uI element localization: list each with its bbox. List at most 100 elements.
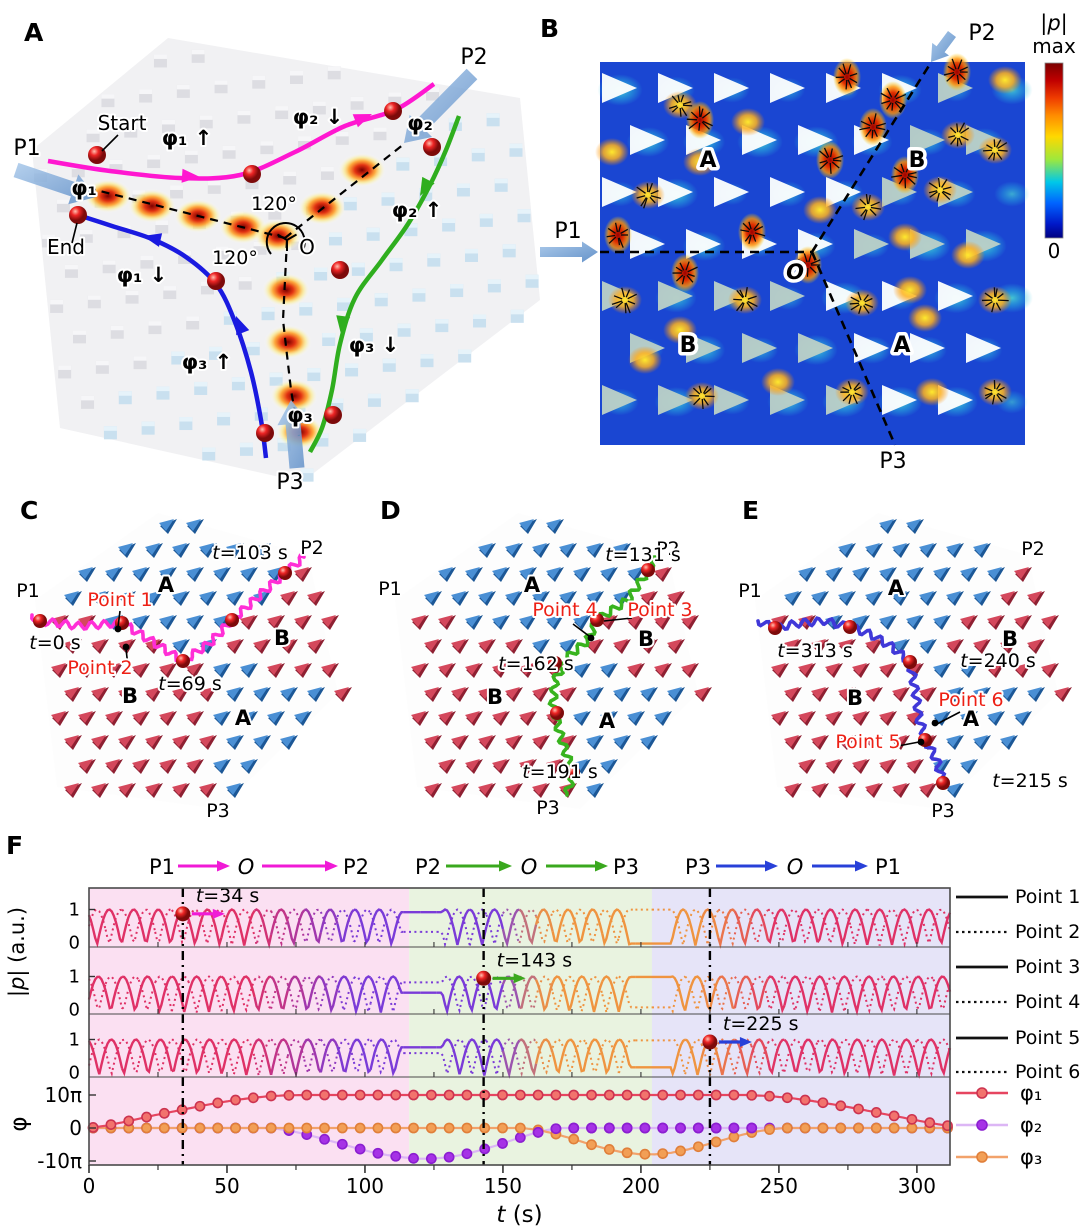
wave-solid — [668, 908, 686, 945]
lattice-triangle-icon — [519, 615, 534, 627]
lattice-triangle-icon — [478, 735, 493, 747]
wave-solid — [932, 912, 952, 946]
lattice-triangle-icon — [465, 567, 480, 579]
header-route-from: P3 — [685, 855, 711, 879]
pillar-top — [412, 288, 426, 294]
lattice-triangle-icon — [172, 783, 187, 795]
wave-solid — [369, 1038, 389, 1071]
lattice-triangle-icon — [1000, 639, 1015, 651]
lattice-triangle-icon — [640, 687, 655, 699]
phi-marker-3 — [461, 1122, 473, 1134]
pillar-top — [125, 290, 139, 296]
pillar-top — [328, 232, 342, 237]
tspan: B — [274, 626, 290, 650]
panel-letter-e: E — [742, 496, 760, 525]
quiver — [992, 152, 996, 161]
lattice-triangle-icon — [186, 663, 201, 675]
lattice-triangle-icon — [654, 711, 669, 723]
phi-marker-1 — [390, 1089, 402, 1101]
quiver — [850, 296, 860, 303]
quiver — [640, 197, 647, 207]
tspan: P2 — [656, 538, 680, 560]
tspan: φ₃ — [1020, 1145, 1042, 1169]
pillar-top — [87, 295, 101, 300]
lattice-triangle-icon — [892, 735, 907, 747]
pillar-top — [517, 209, 531, 214]
phi-marker-1 — [621, 1089, 633, 1101]
wave-solid — [436, 1038, 455, 1050]
wave-dotted — [833, 977, 852, 1013]
lattice-triangle-icon — [1014, 615, 1029, 627]
quiver — [740, 229, 750, 233]
tspan: | — [5, 990, 30, 997]
wave-dotted — [187, 908, 206, 935]
pillar-top — [239, 442, 253, 448]
wave-solid — [882, 975, 902, 1001]
panel-label: A — [599, 709, 616, 733]
quiver — [937, 177, 941, 188]
quiver — [748, 221, 752, 230]
tspan: 0 — [1048, 239, 1061, 263]
lattice-triangle-icon — [532, 735, 547, 747]
tspan: =240 s — [968, 650, 1036, 672]
quiver — [679, 107, 682, 117]
pillar-top — [141, 421, 155, 427]
ytick-label: 1 — [69, 900, 80, 921]
xtick-label: 0 — [83, 1174, 96, 1198]
lattice-triangle-icon — [865, 735, 880, 747]
quiver — [997, 386, 1005, 392]
xtick-label: 300 — [898, 1174, 936, 1198]
lattice-triangle-icon — [478, 687, 493, 699]
lattice-triangle-icon — [294, 711, 309, 723]
pillar-top — [252, 75, 266, 81]
phi-marker-3 — [710, 1136, 722, 1148]
quiver — [997, 149, 1008, 152]
pillar-top — [450, 284, 464, 289]
pillar-top — [269, 372, 283, 378]
lattice-triangle-icon — [118, 543, 133, 555]
tspan: B — [847, 686, 863, 710]
phi-marker-3 — [443, 1122, 455, 1134]
event-label: t=225 s — [723, 1013, 799, 1035]
phi-marker-2 — [425, 1153, 437, 1165]
lattice-triangle-icon — [213, 711, 228, 723]
pillar-top — [163, 286, 177, 291]
lattice-triangle-icon — [226, 687, 241, 699]
wave-dotted — [170, 975, 190, 1012]
phi-marker-1 — [781, 1092, 793, 1104]
quiver — [700, 108, 704, 118]
quiver — [702, 385, 709, 394]
max-field-spot — [879, 81, 907, 119]
phi-marker-1 — [301, 1089, 313, 1101]
max-field-spot — [794, 246, 822, 284]
lattice-triangle-icon — [132, 615, 147, 627]
panel-label: B — [487, 685, 503, 709]
scatterer-triangle-icon — [658, 73, 693, 103]
wave-solid — [319, 976, 339, 1014]
wave-solid — [369, 976, 389, 1013]
leader-line — [603, 617, 633, 622]
tspan: Point 5 — [835, 731, 900, 753]
red-sphere — [936, 776, 950, 790]
hot-spot — [731, 108, 765, 136]
lattice-triangle-icon — [879, 567, 894, 579]
event-arrow-head-icon — [739, 1037, 752, 1048]
phi-marker-3 — [675, 1145, 686, 1157]
event-sphere — [175, 906, 191, 922]
lattice-triangle-icon — [78, 615, 93, 627]
lattice-triangle-icon — [960, 759, 975, 771]
wave-solid — [551, 908, 570, 943]
lattice-triangle-icon — [199, 735, 214, 747]
tspan: t — [496, 1202, 506, 1228]
wave-dotted — [519, 975, 538, 1011]
quiver — [941, 191, 951, 201]
wave-solid — [915, 1038, 935, 1079]
panel-b-label: A — [699, 148, 716, 173]
wave-solid — [87, 912, 107, 948]
wave-solid — [816, 908, 836, 943]
lattice-triangle-icon — [280, 687, 295, 699]
quiver — [867, 194, 871, 205]
lattice-triangle-icon — [438, 615, 453, 627]
quiver — [984, 292, 993, 299]
panel-label: Point 5 — [835, 731, 900, 753]
